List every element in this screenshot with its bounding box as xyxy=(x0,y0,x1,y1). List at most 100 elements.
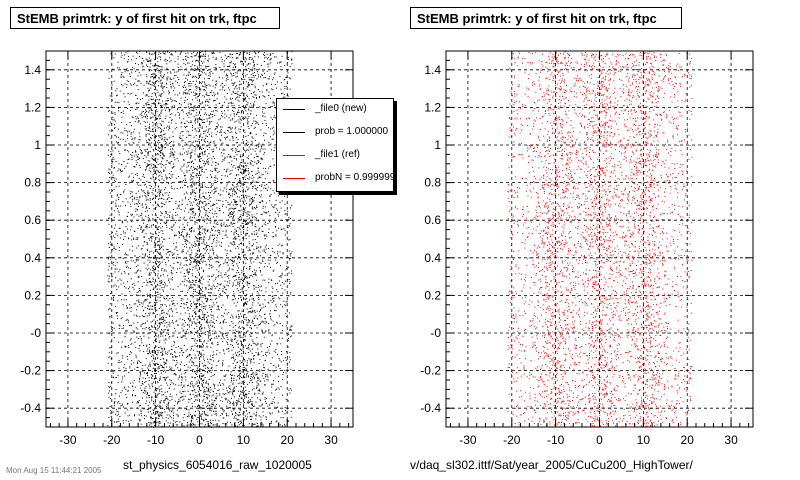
data-point xyxy=(164,211,166,213)
data-point xyxy=(185,151,187,153)
data-point xyxy=(233,356,235,358)
data-point xyxy=(266,84,268,86)
data-point xyxy=(135,192,137,194)
data-point xyxy=(118,249,120,251)
data-point xyxy=(217,306,219,308)
data-point xyxy=(263,61,265,62)
data-point xyxy=(209,405,211,407)
data-point xyxy=(250,362,252,364)
data-point xyxy=(194,213,196,214)
data-point xyxy=(252,302,254,304)
data-point xyxy=(107,362,109,364)
data-point xyxy=(144,253,146,255)
data-point xyxy=(183,273,185,274)
data-point xyxy=(109,308,111,310)
data-point xyxy=(243,419,245,421)
data-point xyxy=(235,402,237,404)
data-point xyxy=(209,307,211,308)
data-point xyxy=(126,124,128,126)
data-point xyxy=(184,152,186,154)
data-point xyxy=(185,372,187,373)
data-point xyxy=(186,265,188,267)
data-point xyxy=(247,402,249,404)
data-point xyxy=(202,317,204,318)
data-point xyxy=(168,173,170,175)
data-point xyxy=(249,401,251,403)
data-point xyxy=(243,266,245,267)
data-point xyxy=(118,324,120,326)
data-point xyxy=(264,331,266,333)
data-point xyxy=(258,267,260,269)
data-point xyxy=(208,117,210,119)
data-point xyxy=(194,265,196,267)
data-point xyxy=(121,121,123,123)
data-point xyxy=(289,359,291,361)
data-point xyxy=(219,244,221,246)
data-point xyxy=(264,360,266,362)
data-point xyxy=(203,236,205,238)
data-point xyxy=(289,257,290,259)
data-point xyxy=(191,416,193,418)
data-point xyxy=(154,390,156,392)
data-point xyxy=(245,376,247,378)
data-point xyxy=(207,366,209,368)
data-point xyxy=(160,372,162,374)
data-point xyxy=(189,197,191,199)
data-point xyxy=(142,381,143,383)
data-point xyxy=(193,280,194,282)
data-point xyxy=(216,286,218,288)
data-point xyxy=(154,272,155,274)
data-point xyxy=(243,166,245,168)
data-point xyxy=(136,336,138,338)
data-point xyxy=(229,267,230,269)
data-point xyxy=(212,247,214,249)
data-point xyxy=(160,211,162,213)
data-point xyxy=(242,187,244,189)
data-point xyxy=(266,347,268,348)
data-point xyxy=(267,66,269,68)
data-point xyxy=(179,113,180,115)
data-point xyxy=(214,191,216,192)
data-point xyxy=(173,412,175,414)
data-point xyxy=(156,167,158,168)
data-point xyxy=(162,89,164,91)
data-point xyxy=(264,184,266,186)
data-point xyxy=(240,373,241,374)
data-point xyxy=(110,252,112,254)
data-point xyxy=(211,183,212,185)
data-point xyxy=(128,420,130,422)
data-point xyxy=(178,207,180,209)
data-point xyxy=(263,77,265,79)
data-point xyxy=(159,318,161,320)
data-point xyxy=(287,95,289,97)
data-point xyxy=(183,420,185,422)
data-point xyxy=(122,258,124,259)
data-point xyxy=(235,93,237,95)
data-point xyxy=(242,162,244,164)
data-point xyxy=(144,194,146,196)
data-point xyxy=(160,189,162,191)
data-point xyxy=(241,326,243,328)
data-point xyxy=(250,153,252,155)
data-point xyxy=(214,373,215,375)
data-point xyxy=(136,196,138,198)
data-point xyxy=(171,309,173,311)
data-point xyxy=(199,126,201,128)
data-point xyxy=(195,130,197,132)
data-point xyxy=(247,211,249,213)
data-point xyxy=(227,105,229,107)
data-point xyxy=(128,130,130,132)
data-point xyxy=(134,203,136,205)
data-point xyxy=(176,362,178,364)
data-point xyxy=(265,376,266,378)
data-point xyxy=(233,367,235,369)
data-point xyxy=(148,208,150,209)
data-point xyxy=(191,316,193,317)
data-point xyxy=(130,310,132,312)
data-point xyxy=(153,82,155,84)
data-point xyxy=(107,280,109,282)
data-point xyxy=(238,276,240,278)
data-point xyxy=(127,415,129,417)
data-point xyxy=(254,423,256,425)
data-point xyxy=(235,151,237,153)
